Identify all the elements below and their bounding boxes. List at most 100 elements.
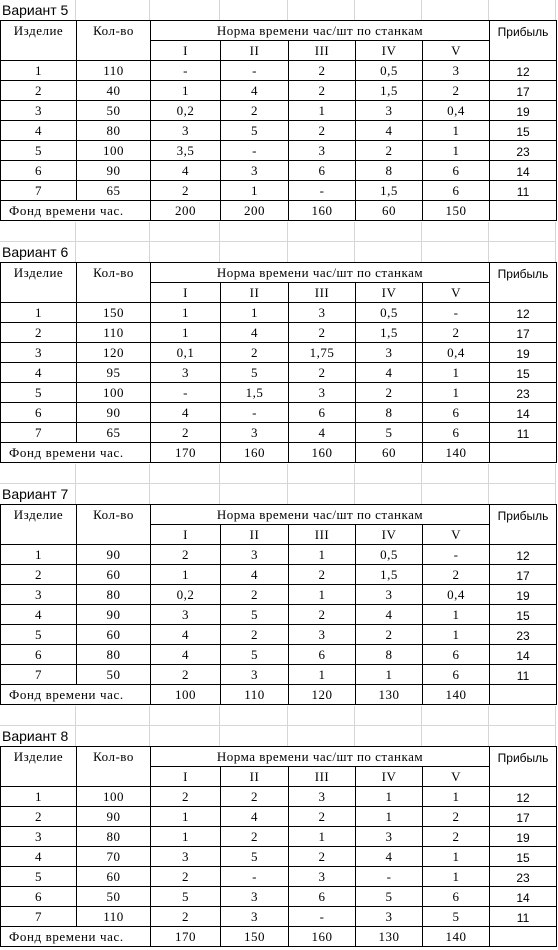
header-profit: Прибыль [489, 504, 558, 545]
norm-IV-cell: 4 [355, 120, 423, 141]
norm-IV-cell: 1,5 [355, 322, 423, 343]
item-number-cell: 1 [0, 60, 77, 81]
item-number-cell: 5 [0, 140, 77, 161]
profit-value-cell: 23 [489, 866, 558, 887]
quantity-cell: 50 [76, 664, 151, 685]
item-number-cell: 4 [0, 120, 77, 141]
fund-value-cell: 140 [421, 926, 491, 947]
norm-IV-cell: 4 [355, 846, 423, 867]
table-row: 3 80 0,2 2 1 3 0,4 19 [0, 584, 558, 605]
table-row: 5 100 3,5-3 2 1 23 [0, 140, 558, 161]
table-row: 1 110- -2 0,5 3 12 [0, 60, 558, 81]
table-row: 1 150 1 1 3 0,5-12 [0, 302, 558, 323]
norm-V-cell: 6 [421, 402, 491, 423]
norm-II-cell: 5 [220, 604, 289, 625]
header-profit: Прибыль [489, 262, 558, 303]
norm-I-cell: 2 [150, 906, 221, 927]
table-row: 2 40 1 4 2 1,5 2 17 [0, 80, 558, 101]
table-row: 6 90 4 3 6 8 6 14 [0, 160, 558, 181]
norm-I-cell: 3 [150, 604, 221, 625]
profit-value-cell: 17 [489, 322, 558, 343]
empty-grid-row [0, 706, 556, 726]
fund-value-cell: 110 [220, 684, 289, 705]
norm-V-cell: 2 [421, 826, 491, 847]
header-item: Изделие [0, 746, 77, 787]
header-machine: III [288, 766, 356, 787]
norm-V-cell: 6 [421, 644, 491, 665]
norm-III-cell: 1 [288, 584, 356, 605]
item-number-cell: 6 [0, 402, 77, 423]
norm-V-cell: 0,4 [421, 342, 491, 363]
norm-I-cell: 2 [150, 180, 221, 201]
norm-III-cell: 2 [288, 362, 356, 383]
item-number-cell: 6 [0, 644, 77, 665]
norm-I-cell: 2 [150, 866, 221, 887]
variant-block: Вариант 5 Изделие Кол-во Норма времени час/… [0, 0, 558, 222]
norm-I-cell: 2 [150, 786, 221, 807]
norm-I-cell: 1 [150, 302, 221, 323]
norm-I-cell: 4 [150, 160, 221, 181]
norm-III-cell: 6 [288, 402, 356, 423]
header-machines-row: I II III IV V [1, 40, 557, 61]
fund-value-cell: 100 [150, 684, 221, 705]
fund-value-cell: 160 [288, 200, 356, 221]
profit-value-cell: 12 [489, 544, 558, 565]
profit-value-cell: 23 [489, 382, 558, 403]
header-machine: I [150, 524, 221, 545]
table-row: 7 110 2 3-3 5 11 [0, 906, 558, 927]
norm-IV-cell: 8 [355, 402, 423, 423]
header-norm: Норма времени час/шт по станкам [149, 746, 491, 767]
norm-II-cell: 4 [220, 806, 289, 827]
norm-I-cell: 2 [150, 422, 221, 443]
item-number-cell: 3 [0, 100, 77, 121]
table-row: 2 60 1 4 2 1,5 2 17 [0, 564, 558, 585]
norm-V-cell: 1 [421, 604, 491, 625]
norm-I-cell: 0,2 [150, 584, 221, 605]
table-row: 5 60 4 2 3 2 1 23 [0, 624, 558, 645]
norm-II-cell: - [220, 140, 289, 161]
profit-value-cell: 19 [489, 100, 558, 121]
table-row: 5 60 2-3-1 23 [0, 866, 558, 887]
norm-I-cell: 3 [150, 120, 221, 141]
profit-value-cell: 17 [489, 806, 558, 827]
quantity-cell: 120 [76, 342, 151, 363]
norm-IV-cell: 8 [355, 644, 423, 665]
fund-value-cell: 60 [355, 442, 423, 463]
header-machine: III [288, 524, 356, 545]
quantity-cell: 100 [76, 382, 151, 403]
norm-IV-cell: 0,5 [355, 60, 423, 81]
fund-value-cell: 140 [421, 684, 491, 705]
norm-IV-cell: 3 [355, 584, 423, 605]
norm-V-cell: 1 [421, 866, 491, 887]
header-profit: Прибыль [489, 746, 558, 787]
header-item: Изделие [0, 20, 77, 61]
profit-value-cell: 15 [489, 362, 558, 383]
quantity-cell: 90 [76, 806, 151, 827]
norm-II-cell: 5 [220, 846, 289, 867]
norm-II-cell: 2 [220, 624, 289, 645]
header-machine: V [421, 40, 491, 61]
item-number-cell: 3 [0, 342, 77, 363]
profit-value-cell: 14 [489, 160, 558, 181]
quantity-cell: 100 [76, 786, 151, 807]
norm-I-cell: 2 [150, 664, 221, 685]
header-qty: Кол-во [76, 20, 151, 61]
table-row: 4 80 3 5 2 4 1 15 [0, 120, 558, 141]
fund-row: Фонд времени час. 200 200 160 60 150 [0, 200, 558, 221]
norm-II-cell: 1 [220, 302, 289, 323]
header-machine: V [421, 282, 491, 303]
variant-block: Вариант 7 Изделие Кол-во Норма времени час/… [0, 484, 558, 706]
quantity-cell: 80 [76, 120, 151, 141]
table-row: 6 50 5 3 6 5 6 14 [0, 886, 558, 907]
norm-II-cell: 5 [220, 120, 289, 141]
norm-V-cell: 6 [421, 160, 491, 181]
norm-IV-cell: 5 [355, 886, 423, 907]
header-norm: Норма времени час/шт по станкам [149, 504, 491, 525]
norm-II-cell: 3 [220, 160, 289, 181]
norm-I-cell: 3,5 [150, 140, 221, 161]
item-number-cell: 2 [0, 564, 77, 585]
norm-I-cell: 1 [150, 826, 221, 847]
profit-value-cell: 17 [489, 80, 558, 101]
norm-I-cell: 4 [150, 644, 221, 665]
norm-I-cell: 1 [150, 564, 221, 585]
